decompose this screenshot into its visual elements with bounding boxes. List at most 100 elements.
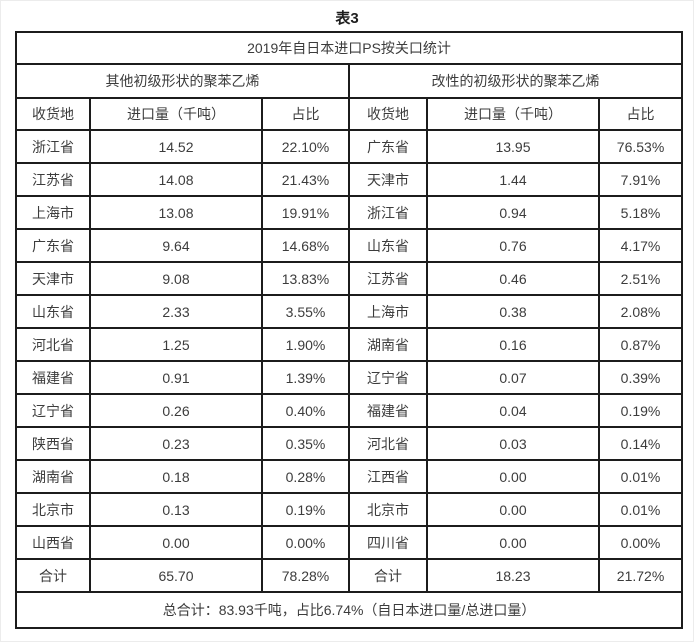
grand-total-text: 总合计：83.93千吨，占比6.74%（自日本进口量/总进口量） [14,591,684,629]
volume-cell: 0.13 [89,492,263,527]
region-cell: 浙江省 [15,129,91,164]
volume-cell: 0.46 [426,261,600,296]
share-cell: 0.01% [597,459,684,494]
share-cell: 0.19% [597,393,684,428]
table-head: 2019年自日本进口PS按关口统计 其他初级形状的聚苯乙烯 改性的初级形状的聚苯… [14,31,684,131]
region-cell: 福建省 [15,360,91,395]
table-row: 浙江省 14.52 22.10% 广东省 13.95 76.53% [15,129,684,164]
column-header-destination-right: 收货地 [348,97,428,131]
share-cell: 0.01% [597,492,684,527]
table-row: 天津市 9.08 13.83% 江苏省 0.46 2.51% [15,261,684,296]
region-cell: 江西省 [348,459,428,494]
share-cell: 19.91% [261,195,350,230]
region-cell: 合计 [348,558,428,593]
volume-cell: 0.26 [89,393,263,428]
table-row: 山西省 0.00 0.00% 四川省 0.00 0.00% [15,525,684,560]
volume-cell: 1.44 [426,162,600,197]
volume-cell: 0.00 [426,525,600,560]
share-cell: 2.08% [597,294,684,329]
table-row: 河北省 1.25 1.90% 湖南省 0.16 0.87% [15,327,684,362]
share-cell: 1.90% [261,327,350,362]
column-header-volume-left: 进口量（千吨） [89,97,263,131]
volume-cell: 18.23 [426,558,600,593]
region-cell: 浙江省 [348,195,428,230]
share-cell: 21.72% [597,558,684,593]
table-title-row: 2019年自日本进口PS按关口统计 [14,31,684,65]
share-cell: 0.19% [261,492,350,527]
share-cell: 2.51% [597,261,684,296]
region-cell: 河北省 [348,426,428,461]
region-cell: 山西省 [15,525,91,560]
region-cell: 广东省 [348,129,428,164]
share-cell: 0.28% [261,459,350,494]
volume-cell: 1.25 [89,327,263,362]
share-cell: 13.83% [261,261,350,296]
grand-total-row: 总合计：83.93千吨，占比6.74%（自日本进口量/总进口量） [14,591,684,629]
volume-cell: 0.04 [426,393,600,428]
region-cell: 北京市 [15,492,91,527]
region-cell: 山东省 [348,228,428,263]
share-cell: 0.35% [261,426,350,461]
region-cell: 合计 [15,558,91,593]
share-cell: 4.17% [597,228,684,263]
column-header-row: 收货地 进口量（千吨） 占比 收货地 进口量（千吨） 占比 [15,97,684,131]
share-cell: 0.40% [261,393,350,428]
share-cell: 76.53% [597,129,684,164]
volume-cell: 0.00 [426,459,600,494]
table-row: 江苏省 14.08 21.43% 天津市 1.44 7.91% [15,162,684,197]
table-row: 福建省 0.91 1.39% 辽宁省 0.07 0.39% [15,360,684,395]
share-cell: 3.55% [261,294,350,329]
share-cell: 78.28% [261,558,350,593]
share-cell: 5.18% [597,195,684,230]
region-cell: 北京市 [348,492,428,527]
share-cell: 0.00% [261,525,350,560]
region-cell: 上海市 [15,195,91,230]
volume-cell: 0.76 [426,228,600,263]
region-cell: 广东省 [15,228,91,263]
table-row: 广东省 9.64 14.68% 山东省 0.76 4.17% [15,228,684,263]
region-cell: 辽宁省 [15,393,91,428]
volume-cell: 2.33 [89,294,263,329]
volume-cell: 0.03 [426,426,600,461]
table-row: 陕西省 0.23 0.35% 河北省 0.03 0.14% [15,426,684,461]
table-row: 山东省 2.33 3.55% 上海市 0.38 2.08% [15,294,684,329]
share-cell: 7.91% [597,162,684,197]
region-cell: 山东省 [15,294,91,329]
column-header-destination-left: 收货地 [15,97,91,131]
table-row: 湖南省 0.18 0.28% 江西省 0.00 0.01% [15,459,684,494]
column-header-share-right: 占比 [597,97,684,131]
table-row: 北京市 0.13 0.19% 北京市 0.00 0.01% [15,492,684,527]
share-cell: 14.68% [261,228,350,263]
volume-cell: 0.16 [426,327,600,362]
volume-cell: 0.07 [426,360,600,395]
total-row: 合计 65.70 78.28% 合计 18.23 21.72% [15,558,684,593]
group-header-other-ps: 其他初级形状的聚苯乙烯 [15,63,350,99]
volume-cell: 9.64 [89,228,263,263]
table-row: 上海市 13.08 19.91% 浙江省 0.94 5.18% [15,195,684,230]
share-cell: 0.87% [597,327,684,362]
region-cell: 福建省 [348,393,428,428]
volume-cell: 9.08 [89,261,263,296]
group-header-row: 其他初级形状的聚苯乙烯 改性的初级形状的聚苯乙烯 [15,63,684,99]
volume-cell: 0.23 [89,426,263,461]
table-body: 浙江省 14.52 22.10% 广东省 13.95 76.53% 江苏省 14.08 21.4… [15,129,684,593]
volume-cell: 0.18 [89,459,263,494]
ps-import-table: 2019年自日本进口PS按关口统计 其他初级形状的聚苯乙烯 改性的初级形状的聚苯… [14,31,684,629]
volume-cell: 0.00 [89,525,263,560]
column-header-share-left: 占比 [261,97,350,131]
share-cell: 1.39% [261,360,350,395]
share-cell: 0.39% [597,360,684,395]
share-cell: 0.14% [597,426,684,461]
column-header-volume-right: 进口量（千吨） [426,97,600,131]
volume-cell: 0.00 [426,492,600,527]
region-cell: 陕西省 [15,426,91,461]
region-cell: 湖南省 [348,327,428,362]
volume-cell: 0.91 [89,360,263,395]
table-foot: 总合计：83.93千吨，占比6.74%（自日本进口量/总进口量） [14,591,684,629]
table-row: 辽宁省 0.26 0.40% 福建省 0.04 0.19% [15,393,684,428]
share-cell: 22.10% [261,129,350,164]
share-cell: 21.43% [261,162,350,197]
group-header-modified-ps: 改性的初级形状的聚苯乙烯 [347,63,684,99]
volume-cell: 14.52 [89,129,263,164]
region-cell: 江苏省 [348,261,428,296]
